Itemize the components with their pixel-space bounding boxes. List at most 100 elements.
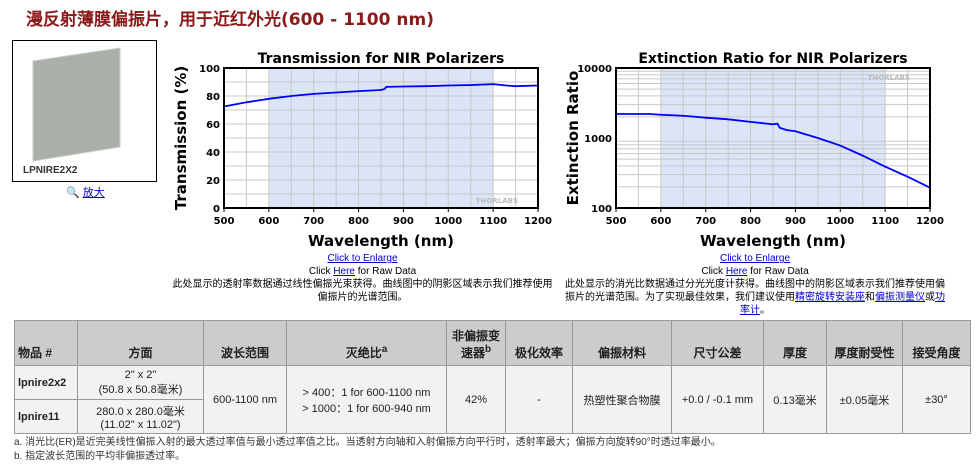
x-tick-label: 1100 [479, 216, 507, 227]
rotation-mount-link[interactable]: 精密旋转安装座 [795, 292, 865, 303]
header-efficiency: 极化效率 [505, 320, 573, 366]
polarimeter-link[interactable]: 偏振测量仪 [875, 292, 925, 303]
product-label: LPNIRE2X2 [23, 165, 78, 176]
item-number: lpnire11 [14, 399, 78, 434]
raw-data-text: for Raw Data [747, 266, 809, 277]
x-axis-label: Wavelength (nm) [700, 232, 846, 250]
x-tick-label: 600 [258, 216, 279, 227]
enlarge-text[interactable]: 放大 [82, 187, 105, 199]
footnote-b: b. 指定波长范围的平均非偏振透过率。 [14, 451, 186, 462]
efficiency-cell: - [505, 365, 573, 434]
x-tick-label: 1100 [871, 216, 899, 227]
size-mm: (50.8 x 50.8毫米) [98, 383, 183, 396]
end-text: 。 [760, 305, 770, 316]
y-tick-label: 0 [213, 204, 220, 215]
y-tick-label: 1000 [584, 134, 612, 145]
raw-data-link[interactable]: Here [333, 266, 355, 277]
header-size: 方面 [77, 320, 204, 366]
data-series-line [223, 83, 539, 108]
table-row: lpnire11 280.0 x 280.0毫米 (11.02" x 11.02"… [14, 399, 971, 434]
x-tick-label: 700 [695, 216, 716, 227]
x-tick-label: 1000 [826, 216, 854, 227]
header-material: 偏振材料 [572, 320, 672, 366]
footnote-a-ref: a [381, 344, 388, 355]
er-cell: > 400：1 for 600-1100 nm > 1000：1 for 600-… [286, 365, 447, 434]
product-image[interactable]: LPNIRE2X2 [12, 40, 157, 182]
table-row: lpnire2x2 2" x 2" (50.8 x 50.8毫米) 600-110… [14, 365, 971, 434]
y-tick-label: 10000 [577, 64, 612, 75]
plot-frame [615, 67, 931, 209]
x-tick-label: 1000 [434, 216, 462, 227]
size-inch: (11.02" x 11.02") [100, 418, 181, 431]
header-thickness: 厚度 [763, 320, 827, 366]
polarizer-sheet-image [32, 47, 121, 162]
chart2-caption: Click to Enlarge Click Here for Raw Data… [565, 252, 945, 317]
click-to-enlarge-link[interactable]: Click to Enlarge [719, 253, 791, 264]
y-tick-label: 40 [206, 148, 220, 159]
size-inch: 2" x 2" [124, 368, 157, 381]
header-thickness-tol: 厚度耐受性 [826, 320, 903, 366]
y-tick-label: 80 [206, 92, 220, 103]
tolerance-cell: +0.0 / -0.1 mm [671, 365, 764, 434]
product-table: 物品 # 方面 波长范围 灭绝比a 非偏振变速器b 极化效率 偏振材料 尺寸公差… [14, 320, 971, 434]
x-tick-label: 700 [303, 216, 324, 227]
angle-cell: ±30° [902, 365, 971, 434]
header-angle: 接受角度 [902, 320, 971, 366]
chart-title: Extinction Ratio for NIR Polarizers [638, 51, 907, 67]
x-tick-label: 900 [393, 216, 414, 227]
plot-frame [223, 67, 539, 209]
magnifier-plus-icon: 🔍 [66, 187, 80, 199]
header-er: 灭绝比a [286, 320, 447, 366]
header-range: 波长范围 [203, 320, 287, 366]
raw-data-text: for Raw Data [355, 266, 417, 277]
thorlabs-watermark: THORLABS [476, 197, 518, 205]
chart-title: Transmission for NIR Polarizers [258, 51, 505, 67]
size-cell: 280.0 x 280.0毫米 (11.02" x 11.02") [77, 399, 204, 434]
power-meter-link[interactable]: 功率计 [740, 292, 945, 316]
raw-data-link[interactable]: Here [725, 266, 748, 277]
data-series-line [616, 113, 931, 189]
chart1-caption: Click to Enlarge Click Here for Raw Data… [170, 252, 555, 304]
header-tolerance: 尺寸公差 [671, 320, 764, 366]
page-title: 漫反射薄膜偏振片，用于近红外光(600 - 1100 nm) [26, 10, 434, 30]
size-mm: 280.0 x 280.0毫米 [96, 405, 185, 418]
transmission-chart[interactable]: THORLABS 500 600 700 800 900 1000 1100 1200 0 20 40… [165, 44, 555, 254]
x-tick-label: 800 [348, 216, 369, 227]
or-text: 或 [925, 292, 935, 303]
click-text: Click [308, 266, 334, 277]
click-to-enlarge-link[interactable]: Click to Enlarge [327, 253, 398, 264]
x-tick-label: 500 [214, 216, 235, 227]
y-axis-label: Extinction Ratio [564, 71, 582, 206]
y-tick-label: 100 [591, 204, 612, 215]
thickness-cell: 0.13毫米 [763, 365, 827, 434]
y-tick-label: 20 [206, 176, 220, 187]
footnote-a: a. 消光比(ER)是近完美线性偏振入射的最大透过率值与最小透过率值之比。当透射… [14, 437, 721, 448]
header-np-text: 非偏振变速器 [451, 329, 500, 360]
thickness-tol-cell: ±0.05毫米 [826, 365, 903, 434]
er-2: > 1000：1 for 600-940 nm [302, 402, 431, 415]
item-number: lpnire2x2 [14, 365, 78, 400]
range-cell: 600-1100 nm [203, 365, 287, 434]
trans-cell: 42% [446, 365, 506, 434]
header-item: 物品 # [14, 320, 78, 366]
x-tick-label: 900 [785, 216, 806, 227]
x-tick-label: 1200 [524, 216, 552, 227]
y-tick-label: 60 [206, 120, 220, 131]
material-cell: 热塑性聚合物膜 [572, 365, 672, 434]
size-cell: 2" x 2" (50.8 x 50.8毫米) [77, 365, 204, 400]
extinction-chart[interactable]: THORLABS 500 600 700 800 900 1000 1100 1200 100 10… [555, 44, 945, 254]
click-text: Click [701, 266, 726, 277]
y-tick-label: 100 [199, 64, 220, 75]
chart-description: 此处显示的消光比数据通过分光光度计获得。曲线图中的阴影区域表示我们推荐使用偏振片… [565, 279, 945, 303]
thorlabs-watermark: THORLABS [868, 74, 910, 82]
x-axis-label: Wavelength (nm) [308, 232, 454, 250]
y-axis-label: Transmission (%) [172, 66, 190, 210]
and-text: 和 [865, 292, 875, 303]
x-tick-label: 500 [606, 216, 627, 227]
x-tick-label: 800 [740, 216, 761, 227]
er-1: > 400：1 for 600-1100 nm [302, 386, 431, 399]
chart-description: 此处显示的透射率数据通过线性偏振光束获得。曲线图中的阴影区域表示我们推荐使用偏振… [172, 279, 553, 303]
header-er-text: 灭绝比 [345, 346, 382, 360]
x-tick-label: 1200 [916, 216, 944, 227]
enlarge-link[interactable]: 🔍 放大 [66, 184, 105, 200]
